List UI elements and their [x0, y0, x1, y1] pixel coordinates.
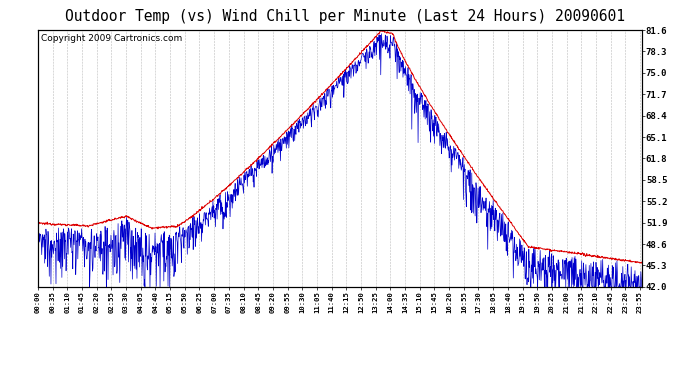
- Text: Copyright 2009 Cartronics.com: Copyright 2009 Cartronics.com: [41, 34, 182, 43]
- Text: Outdoor Temp (vs) Wind Chill per Minute (Last 24 Hours) 20090601: Outdoor Temp (vs) Wind Chill per Minute …: [65, 9, 625, 24]
